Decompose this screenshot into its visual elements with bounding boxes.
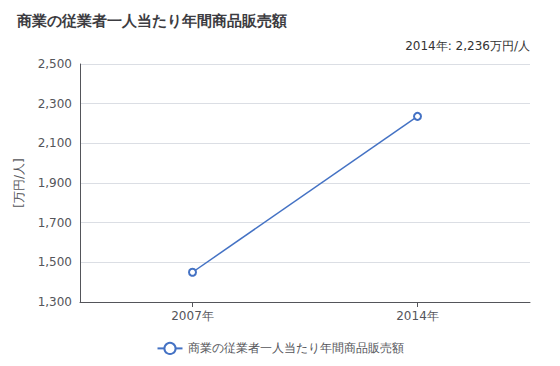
- svg-text:商業の従業者一人当たり年間商品販売額: 商業の従業者一人当たり年間商品販売額: [16, 12, 287, 30]
- svg-text:商業の従業者一人当たり年間商品販売額: 商業の従業者一人当たり年間商品販売額: [188, 341, 404, 355]
- svg-text:1,700: 1,700: [38, 216, 72, 230]
- svg-text:2,100: 2,100: [38, 136, 72, 150]
- svg-text:2007年: 2007年: [171, 309, 214, 323]
- svg-text:2014年: 2,236万円/人: 2014年: 2,236万円/人: [405, 39, 530, 53]
- svg-text:1,900: 1,900: [38, 176, 72, 190]
- svg-text:2,500: 2,500: [38, 57, 72, 71]
- svg-text:1,500: 1,500: [38, 255, 72, 269]
- svg-text:2014年: 2014年: [396, 309, 439, 323]
- svg-text:[万円/人]: [万円/人]: [12, 158, 26, 207]
- svg-text:2,300: 2,300: [38, 97, 72, 111]
- svg-text:1,300: 1,300: [38, 295, 72, 309]
